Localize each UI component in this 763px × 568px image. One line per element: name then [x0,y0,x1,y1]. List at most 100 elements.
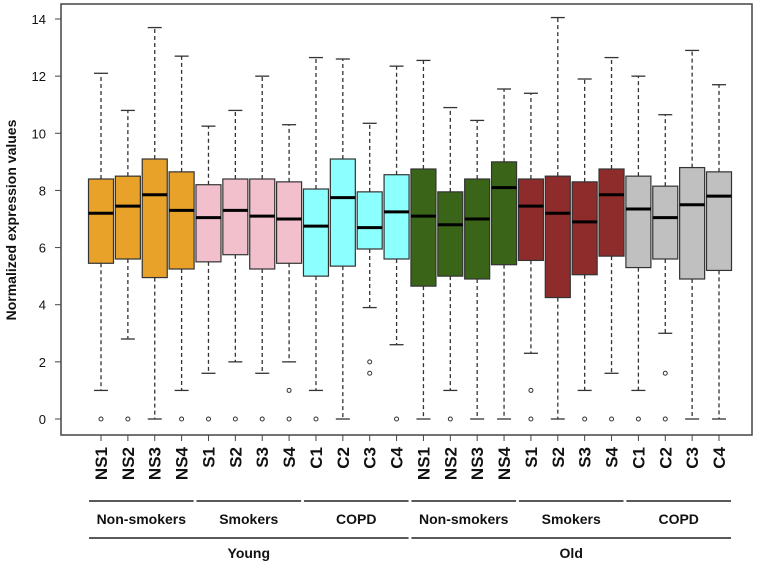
outlier-point [447,416,453,422]
box-iqr [598,168,625,257]
box-s1 [517,92,545,422]
x-tick-label: NS3 [468,447,487,480]
outlier-point [125,416,131,422]
box-s4 [275,124,303,422]
box-iqr [329,158,356,267]
group-label: Non-smokers [419,511,509,527]
x-tick-label: NS4 [495,446,514,480]
box-iqr [437,191,464,277]
x-tick-label: C4 [710,446,729,468]
box-s3 [571,78,598,422]
box-iqr [679,166,706,280]
y-tick-label: 0 [39,412,46,427]
box-ns1 [87,72,115,422]
x-tick-label: C1 [307,447,326,469]
x-tick-label: NS2 [119,447,138,480]
box-ns3 [464,119,491,420]
box-iqr [302,188,330,277]
outlier-point [662,370,668,376]
box-c2 [652,114,679,422]
x-tick-label: S2 [226,447,245,468]
outlier-point [528,416,534,422]
x-tick-label: S1 [522,447,541,468]
x-tick-label: S4 [280,446,299,467]
y-axis: 0 2 4 6 8 10 12 14 [32,12,62,427]
outlier-point [98,416,104,422]
group-label: COPD [336,511,376,527]
outlier-point [367,370,373,376]
group-label: Non-smokers [97,511,187,527]
y-axis-label: Normalized expression values [3,119,19,320]
y-tick-label: 6 [39,241,46,256]
x-tick-label: C3 [361,447,380,469]
box-ns2 [437,106,464,422]
box-s2 [222,109,249,422]
box-iqr [87,178,115,264]
box-iqr [517,178,545,262]
box-iqr [625,175,652,269]
x-tick-label: S1 [199,447,218,468]
y-tick-label: 12 [32,69,46,84]
box-s3 [249,75,276,422]
outlier-point [662,416,668,422]
box-iqr [141,158,168,279]
outlier-point [582,416,588,422]
box-ns4 [168,55,195,422]
box-ns2 [114,109,141,422]
box-iqr [168,171,195,270]
box-iqr [195,184,222,263]
y-tick-label: 14 [32,12,46,27]
outlier-point [635,416,641,422]
box-s2 [544,16,571,420]
box-iqr [410,168,437,287]
boxes [87,16,733,422]
x-tick-label: C1 [629,447,648,469]
box-s1 [195,125,222,422]
x-tick-label: NS4 [173,446,192,480]
box-ns4 [490,88,518,420]
x-tick-label: C2 [334,447,353,469]
x-tick-label: S3 [576,447,595,468]
outlier-point [394,416,400,422]
x-tick-label: S4 [603,446,622,467]
box-c4 [383,65,410,422]
outlier-point [528,387,534,393]
box-c3 [356,122,383,376]
box-iqr [114,175,141,260]
box-c1 [302,56,330,422]
outlier-point [205,416,211,422]
y-tick-label: 4 [39,298,46,313]
outlier-point [286,387,292,393]
box-iqr [571,181,598,276]
x-tick-label: C2 [656,447,675,469]
group-label: Smokers [542,511,601,527]
box-iqr [705,171,733,272]
group-label: Smokers [219,511,278,527]
supergroup-label: Old [560,545,583,561]
x-tick-label: NS2 [441,447,460,480]
x-tick-label: NS3 [146,447,165,480]
x-tick-label: S3 [253,447,272,468]
x-tick-label: S2 [549,447,568,468]
box-iqr [249,178,276,270]
x-tick-label: NS1 [414,447,433,480]
box-iqr [275,181,303,264]
y-tick-label: 8 [39,183,46,198]
x-tick-label: C3 [683,447,702,469]
box-c2 [329,58,356,420]
x-tick-label: C4 [388,446,407,468]
outlier-point [286,416,292,422]
box-iqr [544,175,571,299]
box-iqr [383,174,410,260]
group-labels: Non-smokers Smokers COPD Non-smokers Smokers… [89,500,732,561]
outlier-point [313,416,319,422]
group-label: COPD [658,511,698,527]
outlier-point [259,416,265,422]
y-tick-label: 10 [32,126,46,141]
x-axis: NS1 NS2 NS3 NS4 S1 S2 S3 S4 C1 C2 C3 C4 NS1 NS2 NS3 NS4… [92,435,729,480]
x-tick-label: NS1 [92,447,111,480]
box-iqr [464,178,491,280]
box-c4 [705,84,733,420]
outlier-point [367,359,373,365]
